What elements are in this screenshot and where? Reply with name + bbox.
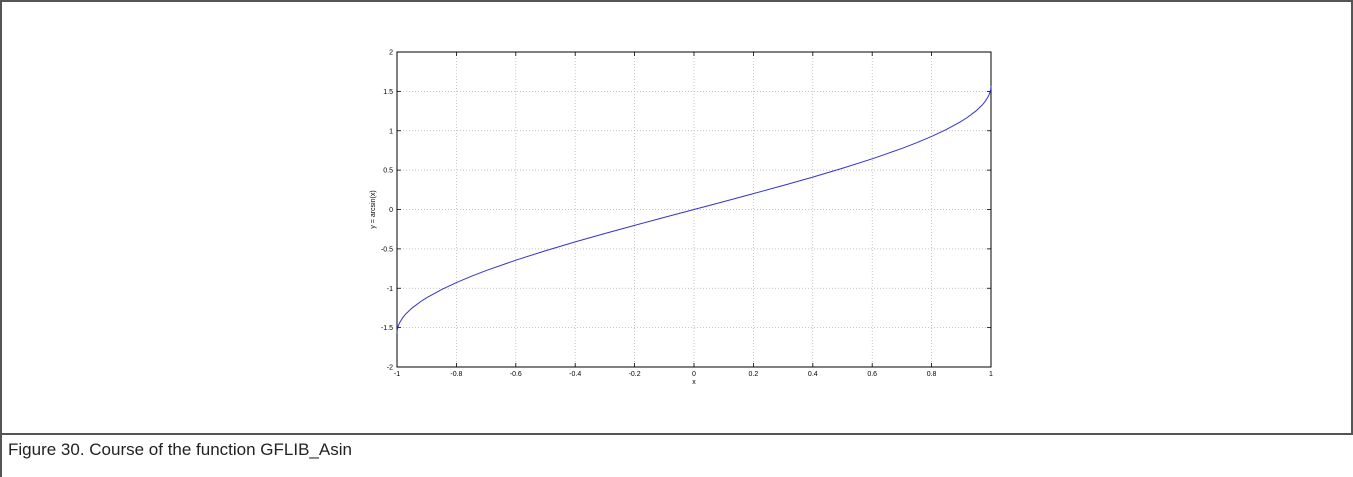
arcsin-chart: -1 -0.8 -0.6 -0.4 -0.2 0 0.2 0.4 0.6 0.8 1 -2 -1.5 -1… — [370, 50, 993, 387]
frame-border-left — [0, 0, 2, 477]
y-tick-label: 0.5 — [383, 168, 393, 175]
axis-ticks: -1 -0.8 -0.6 -0.4 -0.2 0 0.2 0.4 0.6 0.8 1 -2 -1.5 -1… — [381, 50, 993, 379]
frame-border-right — [1351, 0, 1353, 435]
x-tick-label: 0.2 — [749, 371, 759, 378]
y-tick-label: -1 — [387, 286, 393, 293]
x-tick-label: 1 — [989, 371, 993, 378]
x-axis-label: x — [692, 379, 696, 386]
y-tick-label: -2 — [387, 365, 393, 372]
y-tick-label: 1 — [389, 128, 393, 135]
x-tick-label: 0.4 — [808, 371, 818, 378]
frame-border-top — [0, 0, 1353, 2]
y-tick-label: -0.5 — [381, 246, 393, 253]
y-tick-label: 2 — [389, 50, 393, 57]
y-axis-label: y = arcsin(x) — [370, 190, 377, 228]
x-tick-label: 0 — [692, 371, 696, 378]
figure-caption: Figure 30. Course of the function GFLIB_… — [8, 440, 352, 459]
x-tick-label: 0.8 — [927, 371, 937, 378]
x-tick-label: -0.8 — [450, 371, 462, 378]
frame-border-bottom — [0, 433, 1353, 435]
x-tick-label: -0.6 — [510, 371, 522, 378]
x-tick-label: 0.6 — [867, 371, 877, 378]
y-tick-label: 0 — [389, 207, 393, 214]
y-tick-label: -1.5 — [381, 325, 393, 332]
y-tick-label: 1.5 — [383, 89, 393, 96]
x-tick-label: -0.2 — [629, 371, 641, 378]
arcsin-curve — [396, 85, 992, 334]
x-tick-label: -1 — [394, 371, 400, 378]
x-tick-label: -0.4 — [569, 371, 581, 378]
